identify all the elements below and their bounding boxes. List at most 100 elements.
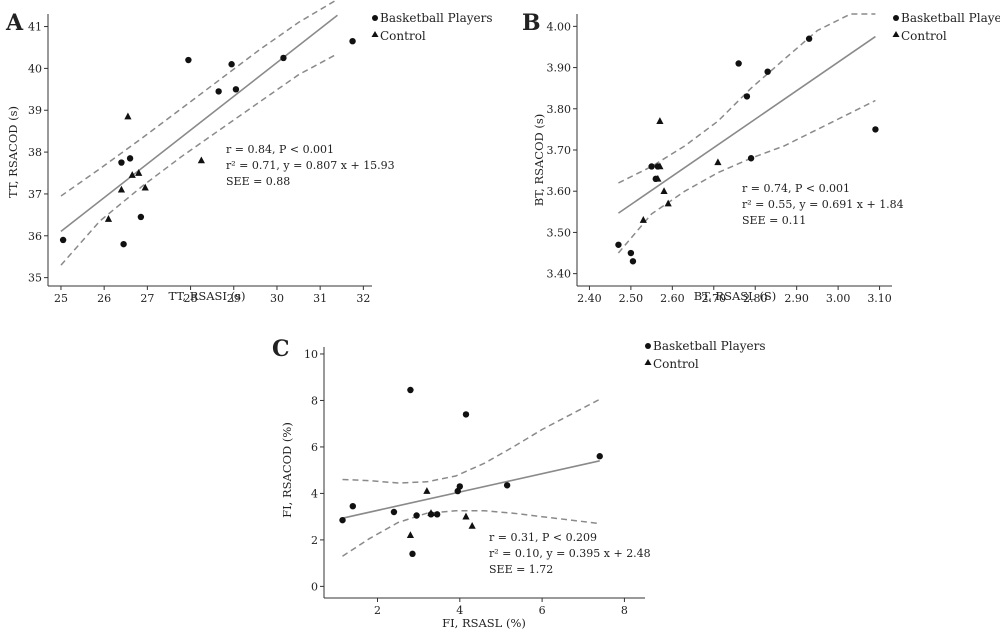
data-point-control bbox=[664, 199, 672, 207]
data-point-basketball bbox=[743, 93, 751, 100]
data-point-basketball bbox=[120, 240, 127, 248]
data-point-basketball bbox=[462, 411, 470, 418]
stats-line: r² = 0.10, y = 0.395 x + 2.48 bbox=[489, 547, 651, 560]
stats-annotation: r = 0.74, P < 0.001 r² = 0.55, y = 0.691 … bbox=[742, 182, 904, 227]
panel-letter: C bbox=[272, 336, 290, 362]
data-point-basketball bbox=[409, 550, 416, 558]
legend-label: Control bbox=[380, 29, 426, 43]
regression-line bbox=[342, 460, 600, 519]
legend: Basketball Players Control bbox=[892, 11, 1000, 43]
x-tick-label: 31 bbox=[313, 292, 327, 305]
data-point-control bbox=[654, 174, 662, 182]
legend-label: Basketball Players bbox=[380, 11, 493, 25]
y-tick-label: 41 bbox=[28, 21, 42, 34]
x-tick-label: 2.80 bbox=[743, 292, 768, 305]
data-point-basketball bbox=[747, 155, 755, 162]
data-point-basketball bbox=[349, 502, 357, 510]
y-axis-label: FI, RSACOD (%) bbox=[280, 422, 294, 518]
stats-line: SEE = 0.88 bbox=[226, 175, 290, 188]
y-tick-label: 3.40 bbox=[547, 268, 572, 281]
y-tick-label: 35 bbox=[28, 272, 42, 285]
data-point-control bbox=[468, 521, 476, 529]
legend-label: Basketball Players bbox=[901, 11, 1000, 25]
x-tick-label: 26 bbox=[97, 292, 111, 305]
data-point-basketball bbox=[627, 249, 635, 257]
x-tick-label: 3.10 bbox=[867, 292, 892, 305]
y-tick-label: 36 bbox=[28, 230, 42, 243]
data-point-control bbox=[462, 512, 470, 520]
panel-b: B 2.40 2.50 2.60 2.70 2.80 2.90 3.00 3.10 3.40 3.5… bbox=[522, 10, 1000, 305]
stats-annotation: r = 0.84, P < 0.001 r² = 0.71, y = 0.807 … bbox=[226, 143, 395, 188]
stats-line: r = 0.84, P < 0.001 bbox=[226, 143, 334, 156]
data-point-control bbox=[124, 112, 132, 120]
data-point-control bbox=[128, 171, 136, 178]
x-tick-label: 3.00 bbox=[826, 292, 851, 305]
data-point-basketball bbox=[228, 61, 235, 68]
legend-label: Control bbox=[653, 357, 699, 371]
data-point-basketball bbox=[215, 88, 222, 95]
panel-a: A 25 26 27 28 29 30 31 32 35 36 37 38 39 40 41 TT, RSASI… bbox=[5, 0, 493, 305]
panel-letter: A bbox=[5, 10, 24, 36]
data-point-basketball bbox=[503, 482, 511, 489]
data-point-basketball bbox=[137, 213, 145, 221]
x-tick-label: 2 bbox=[374, 604, 381, 617]
x-tick-label: 2.40 bbox=[577, 292, 602, 305]
legend-marker-circle bbox=[893, 15, 899, 21]
data-point-basketball bbox=[596, 453, 603, 460]
data-point-control bbox=[427, 509, 435, 516]
stats-line: r = 0.74, P < 0.001 bbox=[742, 182, 850, 195]
data-point-basketball bbox=[872, 126, 879, 133]
y-tick-label: 37 bbox=[28, 188, 42, 201]
y-tick-label: 3.70 bbox=[547, 144, 572, 157]
data-point-basketball bbox=[456, 483, 464, 490]
y-tick-label: 39 bbox=[28, 104, 42, 117]
legend-label: Control bbox=[901, 29, 947, 43]
data-point-basketball bbox=[407, 386, 414, 394]
y-tick-label: 0 bbox=[311, 580, 318, 593]
data-point-basketball bbox=[629, 258, 637, 265]
data-point-basketball bbox=[615, 241, 622, 248]
data-point-control bbox=[117, 185, 126, 193]
confidence-band-lower bbox=[342, 510, 600, 557]
stats-line: SEE = 1.72 bbox=[489, 563, 553, 576]
stats-line: r² = 0.55, y = 0.691 x + 1.84 bbox=[742, 198, 904, 211]
y-tick-label: 8 bbox=[311, 394, 318, 407]
data-point-control bbox=[406, 531, 415, 539]
data-point-basketball bbox=[339, 516, 346, 524]
x-tick-label: 2.50 bbox=[619, 292, 644, 305]
data-point-basketball bbox=[349, 38, 356, 45]
stats-annotation: r = 0.31, P < 0.209 r² = 0.10, y = 0.395 … bbox=[489, 531, 651, 576]
legend: Basketball Players Control bbox=[371, 11, 493, 43]
legend-marker-triangle bbox=[371, 31, 379, 37]
x-tick-label: 6 bbox=[539, 604, 546, 617]
legend-marker-circle bbox=[372, 15, 378, 21]
data-point-control bbox=[714, 158, 722, 166]
data-point-basketball bbox=[280, 54, 287, 62]
data-point-control bbox=[639, 216, 647, 223]
regression-line bbox=[617, 35, 876, 214]
x-tick-label: 2.60 bbox=[660, 292, 685, 305]
y-axis-label: TT, RSACOD (s) bbox=[6, 106, 20, 198]
x-tick-label: 29 bbox=[227, 292, 241, 305]
data-point-basketball bbox=[390, 508, 398, 516]
x-tick-label: 27 bbox=[140, 292, 154, 305]
data-point-control bbox=[135, 169, 143, 176]
data-point-basketball bbox=[805, 35, 813, 42]
legend-label: Basketball Players bbox=[653, 339, 766, 353]
x-tick-label: 28 bbox=[184, 292, 198, 305]
x-tick-label: 4 bbox=[456, 604, 463, 617]
panel-letter: B bbox=[522, 10, 541, 36]
data-point-control bbox=[423, 487, 431, 494]
data-point-basketball bbox=[433, 511, 441, 518]
y-tick-label: 40 bbox=[28, 62, 42, 75]
y-tick-label: 38 bbox=[28, 146, 42, 159]
data-point-basketball bbox=[118, 159, 125, 166]
data-point-control bbox=[656, 162, 664, 170]
data-point-control bbox=[141, 183, 149, 191]
legend-marker-triangle bbox=[644, 359, 652, 365]
data-point-basketball bbox=[648, 163, 655, 170]
data-point-basketball bbox=[413, 512, 420, 519]
legend: Basketball Players Control bbox=[644, 339, 766, 371]
confidence-band-upper bbox=[60, 0, 338, 197]
